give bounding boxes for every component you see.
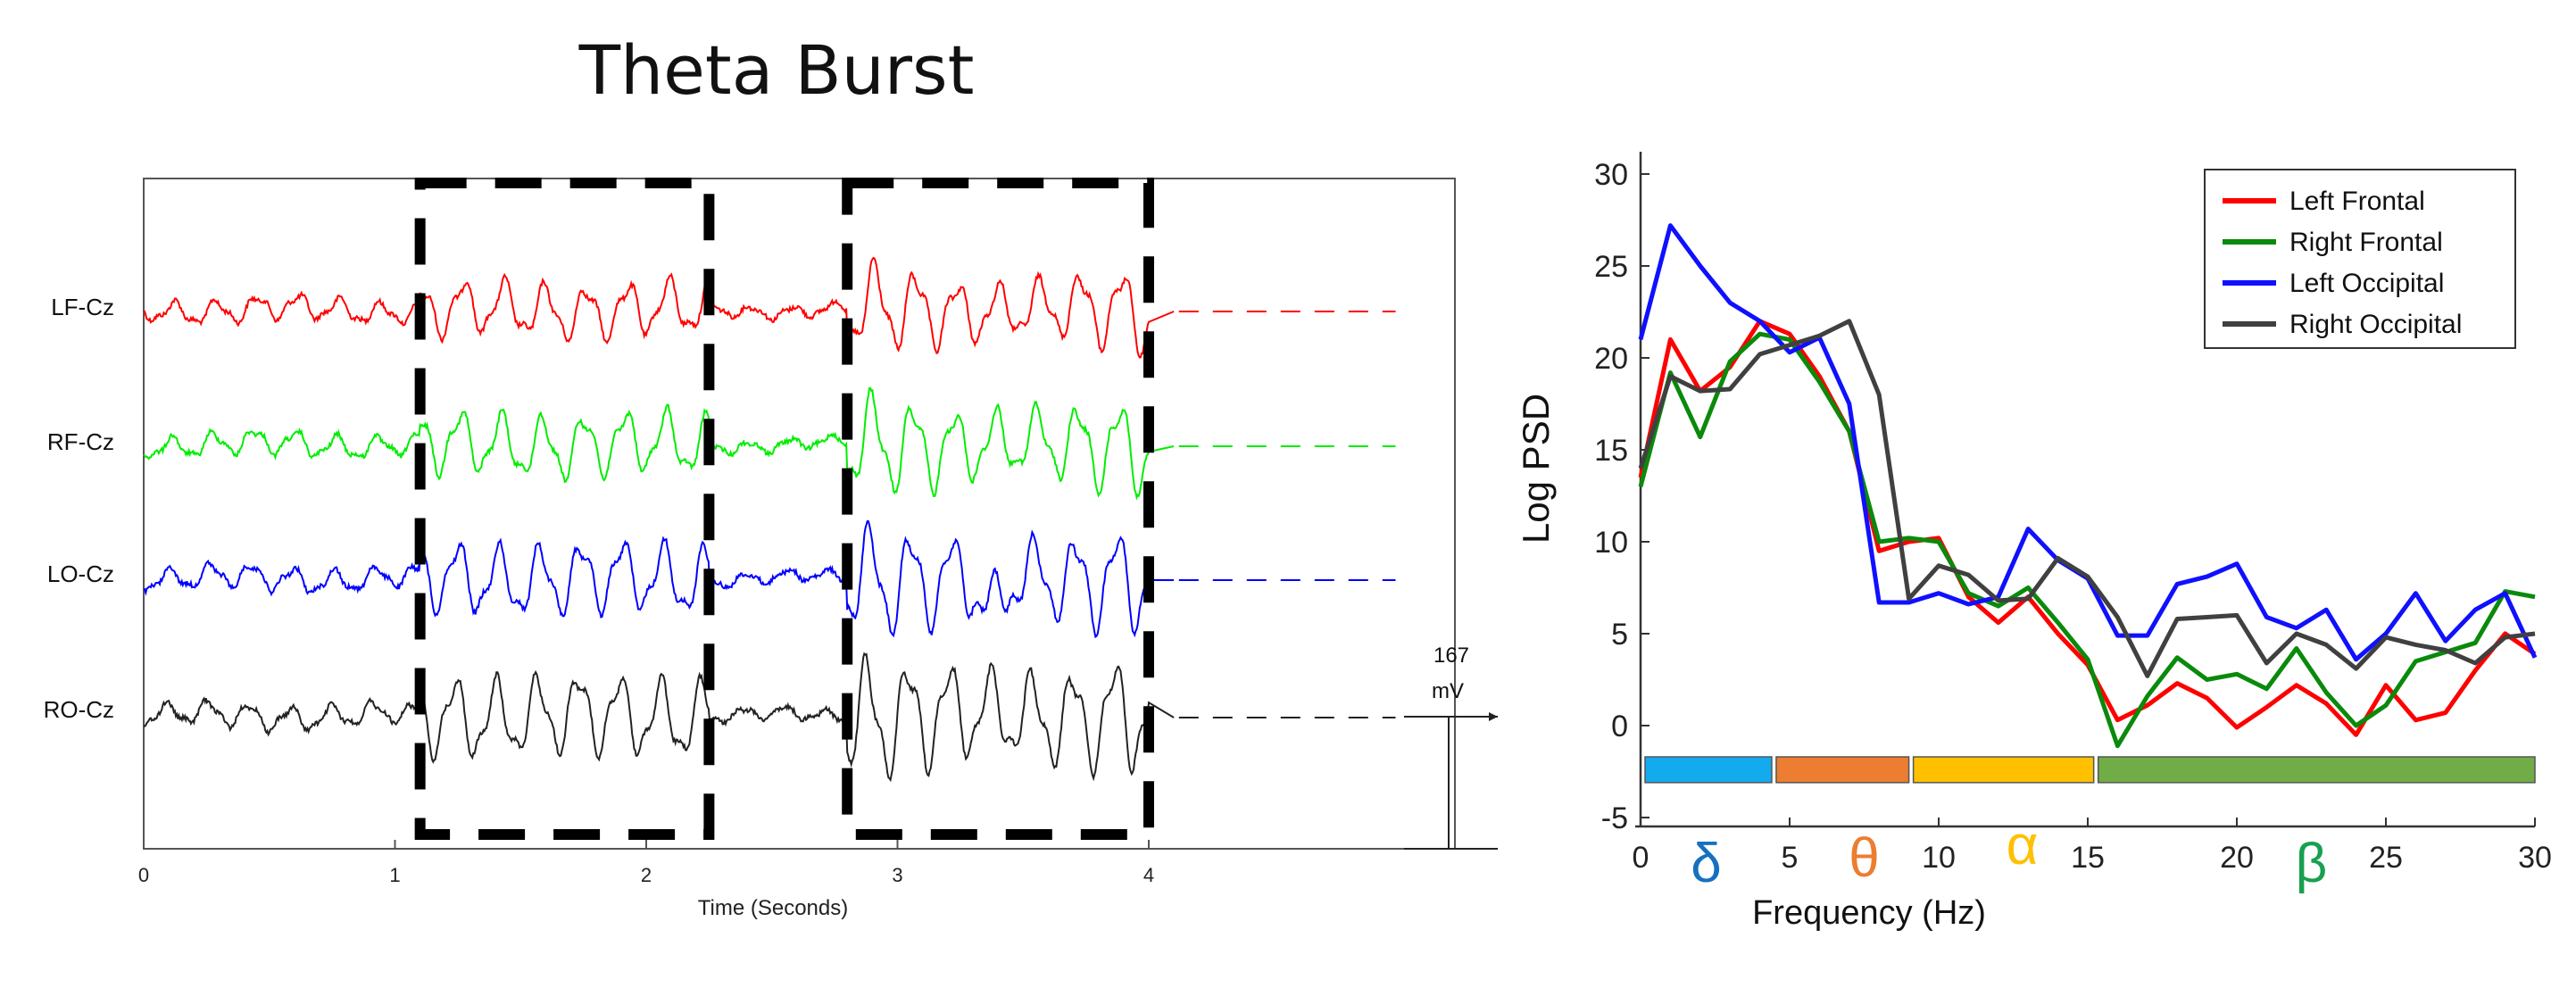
psd-y-tick-label: 10 — [1594, 526, 1628, 560]
eeg-x-tick-label: 3 — [892, 864, 902, 886]
eeg-trace-LF-Cz — [143, 256, 1175, 359]
eeg-x-tick-label: 2 — [641, 864, 652, 886]
psd-legend-label: Right Occipital — [2289, 310, 2462, 339]
psd-x-tick-label: 30 — [2518, 841, 2552, 875]
psd-y-tick-label: 30 — [1594, 158, 1628, 192]
psd-x-tick-label: 15 — [2071, 841, 2105, 875]
channel-label: LF-Cz — [51, 294, 114, 320]
psd-lines — [1638, 223, 2538, 749]
eeg-title: Theta Burst — [578, 30, 975, 110]
channel-label: RO-Cz — [44, 696, 114, 723]
scale-bar: 167 mV — [1404, 643, 1498, 850]
psd-y-tick-label: 25 — [1594, 250, 1628, 284]
psd-x-tick-label: 25 — [2369, 841, 2403, 875]
psd-series-line — [1638, 331, 2536, 749]
psd-y-axis-label: Log PSD — [1515, 394, 1557, 544]
psd-y-tick-label: 0 — [1611, 710, 1628, 743]
band-symbol: δ — [1691, 833, 1722, 894]
eeg-trace-RF-Cz — [143, 386, 1175, 501]
eeg-highlight-window — [414, 178, 715, 840]
eeg-panel: Theta Burst LF-Cz RF-Cz LO-Cz RO-Cz 0 1 2 3 4 T… — [44, 30, 1498, 920]
eeg-trace-LO-Cz — [143, 519, 1175, 639]
eeg-highlight-windows — [414, 178, 1154, 840]
psd-legend-label: Left Frontal — [2289, 187, 2425, 216]
band-symbol: β — [2296, 833, 2328, 894]
psd-x-tick-label: 20 — [2220, 841, 2254, 875]
psd-y-tick-label: -5 — [1601, 801, 1628, 835]
eeg-x-tick-label: 0 — [138, 864, 149, 886]
psd-series-line — [1638, 319, 2536, 678]
psd-y-tick-label: 15 — [1594, 434, 1628, 468]
channel-label: LO-Cz — [47, 560, 114, 587]
band-bar — [1775, 756, 1910, 784]
scale-bar-value: 167 — [1433, 643, 1469, 668]
eeg-traces — [143, 256, 1396, 783]
psd-y-tick-label: 5 — [1611, 618, 1628, 652]
eeg-x-axis: 0 1 2 3 4 — [138, 840, 1154, 886]
psd-y-tick-label: 20 — [1594, 342, 1628, 376]
band-bar — [2097, 756, 2536, 784]
psd-legend: Left Frontal Right Frontal Left Occipital R… — [2204, 169, 2516, 349]
scale-bar-arrowhead — [1489, 712, 1498, 721]
psd-legend-label: Right Frontal — [2289, 228, 2443, 257]
psd-legend-label: Left Occipital — [2289, 269, 2444, 298]
channel-label: RF-Cz — [47, 428, 114, 455]
scale-bar-unit: mV — [1432, 679, 1464, 703]
band-bar — [1912, 756, 2095, 784]
eeg-trace-RO-Cz — [143, 652, 1175, 783]
psd-x-axis-label: Frequency (Hz) — [1752, 894, 1986, 932]
eeg-x-tick-label: 4 — [1143, 864, 1154, 886]
band-symbol: α — [2007, 815, 2039, 876]
eeg-x-axis-label: Time (Seconds) — [698, 896, 849, 920]
eeg-x-tick-label: 1 — [389, 864, 400, 886]
psd-series-line — [1638, 319, 2537, 737]
psd-x-tick-label: 5 — [1782, 841, 1799, 875]
band-symbol: θ — [1849, 827, 1879, 889]
psd-x-tick-label: 0 — [1633, 841, 1649, 875]
eeg-channel-labels: LF-Cz RF-Cz LO-Cz RO-Cz — [44, 294, 114, 723]
band-bar — [1644, 756, 1773, 784]
psd-x-tick-label: 10 — [1922, 841, 1956, 875]
eeg-plot-frame — [143, 178, 1456, 850]
eeg-highlight-window — [842, 178, 1154, 840]
